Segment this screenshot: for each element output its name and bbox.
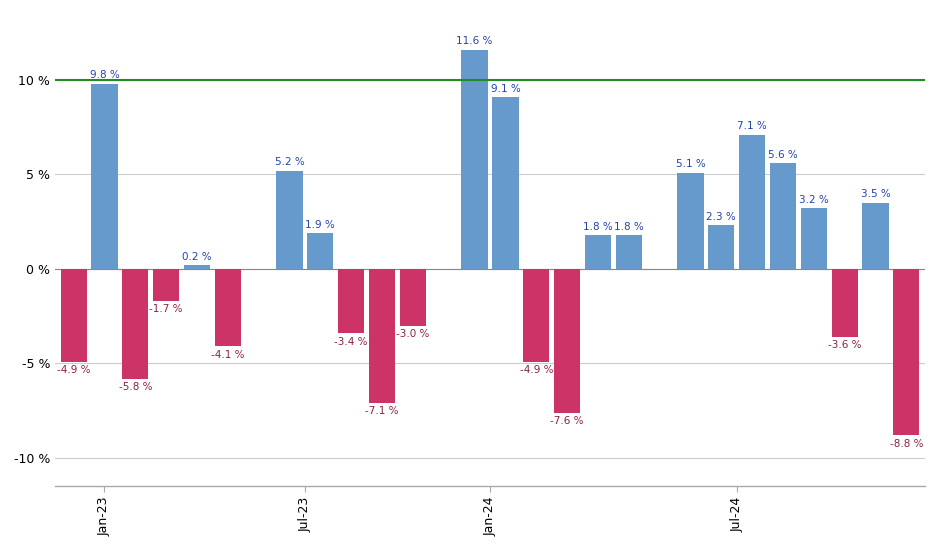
Bar — [122, 269, 149, 378]
Text: -7.6 %: -7.6 % — [550, 416, 584, 426]
Bar — [307, 233, 334, 269]
Bar — [770, 163, 796, 269]
Bar — [554, 269, 580, 412]
Bar — [338, 269, 365, 333]
Bar — [214, 269, 241, 346]
Text: 3.5 %: 3.5 % — [861, 189, 890, 200]
Text: 9.8 %: 9.8 % — [89, 70, 119, 80]
Bar — [708, 226, 734, 269]
Bar — [60, 269, 86, 361]
Bar — [462, 50, 488, 269]
Text: 5.1 %: 5.1 % — [676, 159, 705, 169]
Text: 1.8 %: 1.8 % — [583, 222, 613, 232]
Text: 7.1 %: 7.1 % — [737, 122, 767, 131]
Text: -5.8 %: -5.8 % — [118, 382, 152, 392]
Bar — [153, 269, 180, 301]
Bar — [184, 265, 211, 269]
Text: 5.6 %: 5.6 % — [768, 150, 798, 160]
Bar — [524, 269, 549, 361]
Text: -3.4 %: -3.4 % — [335, 337, 368, 346]
Text: 0.2 %: 0.2 % — [182, 252, 212, 262]
Text: 1.8 %: 1.8 % — [614, 222, 644, 232]
Bar — [400, 269, 426, 326]
Text: 1.9 %: 1.9 % — [306, 219, 336, 230]
Text: 2.3 %: 2.3 % — [707, 212, 736, 222]
Text: 11.6 %: 11.6 % — [457, 36, 493, 46]
Bar — [616, 235, 642, 269]
Bar — [493, 97, 519, 269]
Bar — [368, 269, 395, 403]
Bar — [739, 135, 765, 269]
Text: -3.6 %: -3.6 % — [828, 340, 861, 350]
Text: 5.2 %: 5.2 % — [274, 157, 305, 167]
Text: -3.0 %: -3.0 % — [396, 329, 430, 339]
Bar — [91, 84, 118, 269]
Text: -8.8 %: -8.8 % — [889, 438, 923, 449]
Bar — [276, 170, 303, 269]
Bar — [585, 235, 611, 269]
Text: 9.1 %: 9.1 % — [491, 84, 520, 94]
Text: -1.7 %: -1.7 % — [149, 305, 183, 315]
Bar — [678, 173, 703, 269]
Text: -4.9 %: -4.9 % — [520, 365, 553, 375]
Text: -4.9 %: -4.9 % — [57, 365, 90, 375]
Bar — [893, 269, 919, 435]
Bar — [801, 208, 827, 269]
Text: 3.2 %: 3.2 % — [799, 195, 829, 205]
Text: -4.1 %: -4.1 % — [212, 350, 244, 360]
Bar — [862, 203, 888, 269]
Text: -7.1 %: -7.1 % — [366, 406, 399, 416]
Bar — [832, 269, 858, 337]
